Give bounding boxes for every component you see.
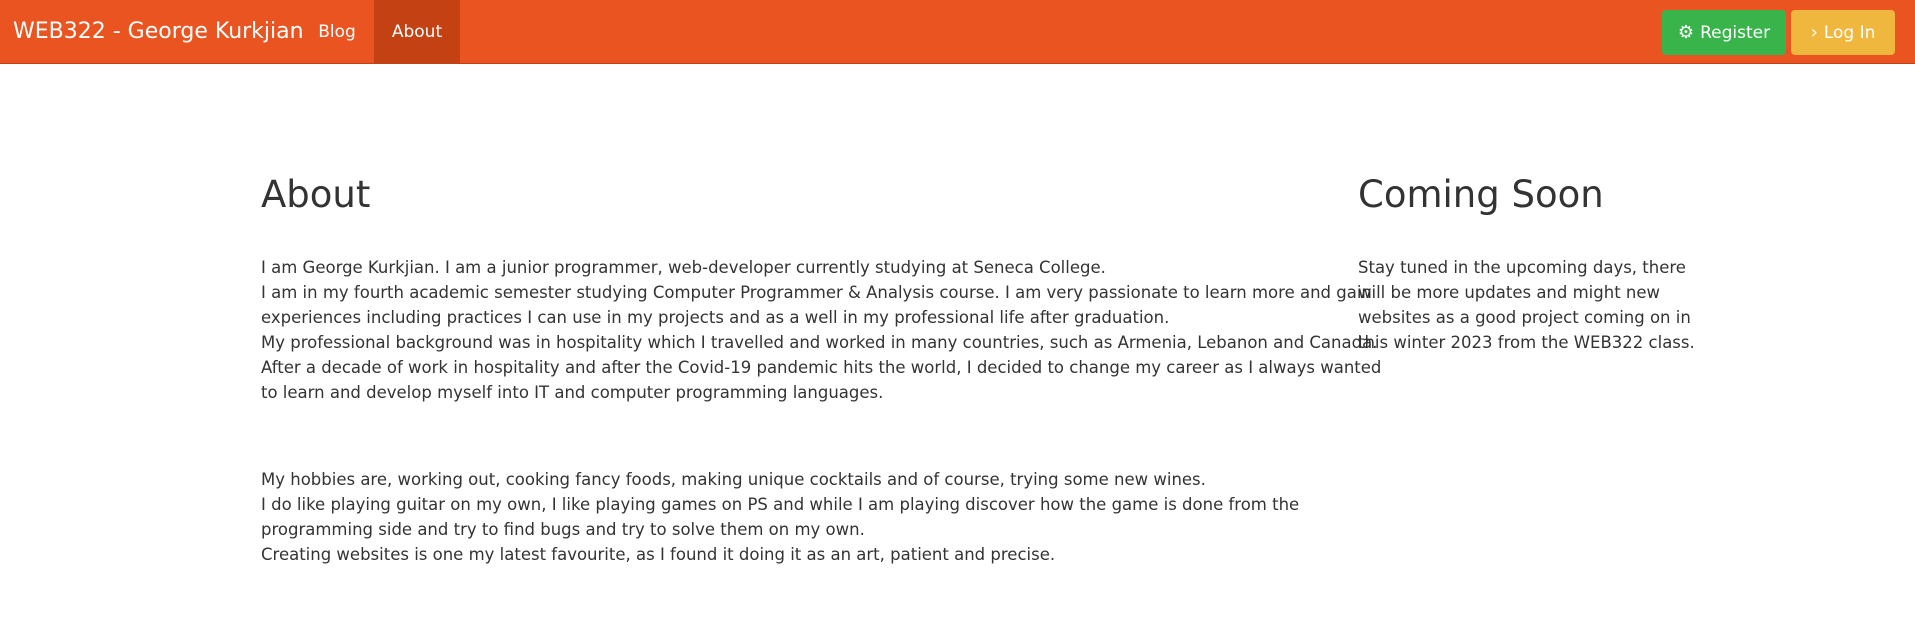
- login-label: Log In: [1823, 23, 1876, 43]
- nav-link-blog[interactable]: Blog: [318, 22, 356, 42]
- login-button[interactable]: › Log In: [1791, 10, 1895, 55]
- about-line: My professional background was in hospit…: [261, 333, 1378, 352]
- about-line: Creating websites is one my latest favou…: [261, 545, 1056, 564]
- coming-soon-line: Stay tuned in the upcoming days, there: [1358, 258, 1686, 277]
- about-line: experiences including practices I can us…: [261, 308, 1170, 327]
- about-paragraph-2: My hobbies are, working out, cooking fan…: [261, 467, 1299, 567]
- register-label: Register: [1700, 23, 1771, 43]
- coming-soon-line: this winter 2023 from the WEB322 class.: [1358, 333, 1695, 352]
- about-line: After a decade of work in hospitality an…: [261, 358, 1382, 377]
- coming-soon-heading: Coming Soon: [1358, 173, 1604, 216]
- about-heading: About: [261, 173, 371, 216]
- gear-icon: ⚙: [1677, 22, 1695, 43]
- coming-soon-paragraph: Stay tuned in the upcoming days, there w…: [1358, 255, 1695, 355]
- navbar: WEB322 - George Kurkjian Blog About ⚙ Reg…: [0, 0, 1915, 64]
- about-paragraph-1: I am George Kurkjian. I am a junior prog…: [261, 255, 1381, 405]
- about-line: programming side and try to find bugs an…: [261, 520, 865, 539]
- about-line: I am George Kurkjian. I am a junior prog…: [261, 258, 1106, 277]
- coming-soon-line: will be more updates and might new: [1358, 283, 1661, 302]
- chevron-right-icon: ›: [1810, 22, 1818, 43]
- about-line: I am in my fourth academic semester stud…: [261, 283, 1372, 302]
- about-line: to learn and develop myself into IT and …: [261, 383, 884, 402]
- coming-soon-line: websites as a good project coming on in: [1358, 308, 1691, 327]
- brand-link[interactable]: WEB322 - George Kurkjian: [13, 19, 304, 44]
- register-button[interactable]: ⚙ Register: [1662, 10, 1786, 55]
- nav-link-about[interactable]: About: [374, 0, 460, 64]
- about-line: I do like playing guitar on my own, I li…: [261, 495, 1300, 514]
- about-line: My hobbies are, working out, cooking fan…: [261, 470, 1206, 489]
